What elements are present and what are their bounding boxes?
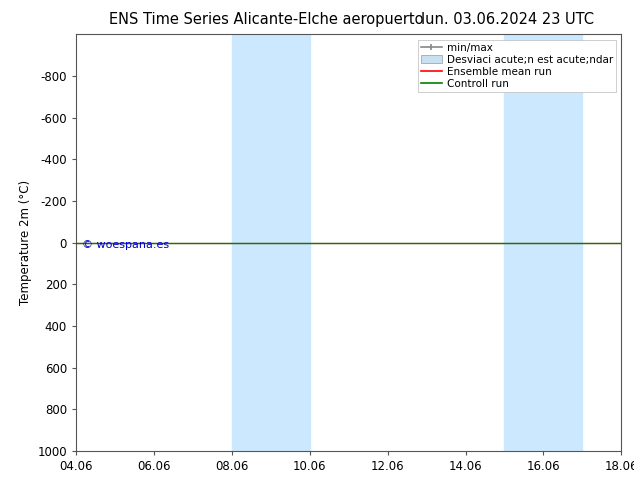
Bar — [543, 34, 583, 451]
Legend: min/max, Desviaci acute;n est acute;ndar, Ensemble mean run, Controll run: min/max, Desviaci acute;n est acute;ndar… — [418, 40, 616, 92]
Bar — [505, 34, 543, 451]
Text: lun. 03.06.2024 23 UTC: lun. 03.06.2024 23 UTC — [421, 12, 593, 27]
Bar — [271, 34, 310, 451]
Bar — [232, 34, 271, 451]
Text: © woespana.es: © woespana.es — [82, 241, 169, 250]
Text: ENS Time Series Alicante-Elche aeropuerto: ENS Time Series Alicante-Elche aeropuert… — [109, 12, 424, 27]
Y-axis label: Temperature 2m (°C): Temperature 2m (°C) — [19, 180, 32, 305]
